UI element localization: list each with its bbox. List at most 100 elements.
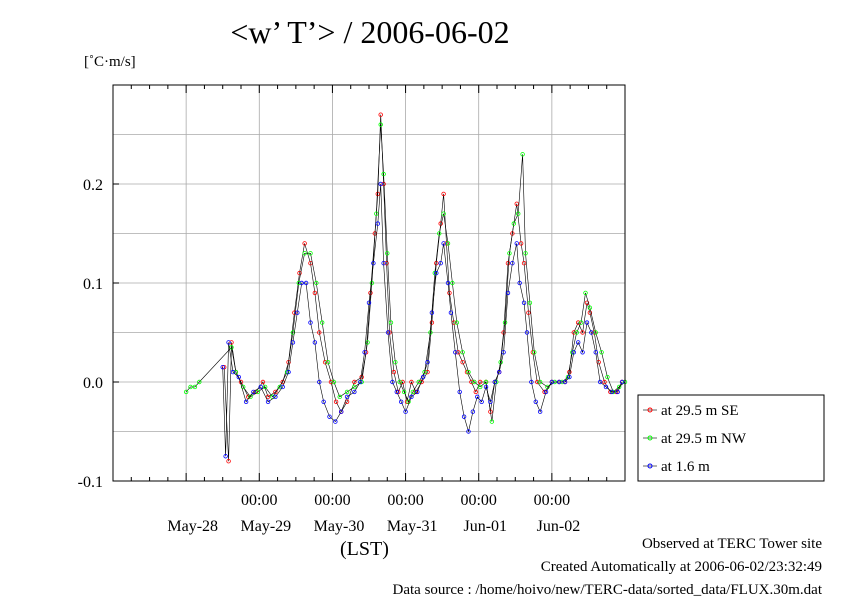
data-point (472, 379, 477, 385)
data-point (286, 369, 291, 375)
data-point (317, 330, 322, 335)
chart-title: <w’ T’> / 2006-06-02 (230, 14, 510, 50)
data-point (366, 300, 372, 305)
data-point (381, 181, 386, 187)
x-date-label: May-28 (167, 518, 218, 535)
data-point (273, 389, 278, 395)
legend-marker (647, 407, 653, 413)
data-point (322, 360, 328, 365)
data-point (391, 369, 397, 375)
data-point (295, 310, 300, 315)
data-point (183, 389, 189, 395)
data-point (602, 379, 607, 385)
data-point (422, 369, 427, 375)
data-point (537, 379, 543, 385)
data-point (523, 251, 528, 256)
data-point (401, 389, 407, 395)
data-point (387, 330, 392, 335)
data-point (477, 379, 483, 385)
data-point (290, 340, 296, 345)
data-point (416, 379, 421, 385)
data-point (394, 389, 399, 395)
data-point (505, 290, 511, 296)
data-point (516, 211, 521, 216)
data-point (521, 300, 527, 305)
data-point (265, 394, 271, 400)
y-axis-unit: [˚C·m/s] (84, 54, 136, 70)
data-point (369, 280, 375, 286)
data-point (328, 379, 334, 385)
data-point (273, 394, 278, 400)
data-point (456, 350, 461, 355)
data-point (496, 369, 502, 375)
data-point (505, 261, 511, 266)
data-point (592, 330, 597, 335)
data-point (344, 389, 350, 395)
data-point (226, 340, 231, 345)
data-point (460, 360, 465, 365)
data-point (284, 369, 290, 375)
data-point (510, 261, 515, 266)
data-point (469, 379, 474, 385)
data-point (321, 399, 326, 404)
data-point (501, 350, 506, 355)
data-point (393, 360, 398, 365)
data-point (488, 399, 493, 404)
data-point (575, 340, 581, 345)
data-point (230, 369, 236, 375)
data-point (378, 112, 383, 117)
data-point (530, 350, 536, 355)
data-point (532, 350, 537, 355)
data-point (507, 251, 512, 256)
grid-lines (113, 85, 625, 481)
data-point (296, 280, 301, 286)
data-point (344, 394, 350, 400)
data-point (535, 379, 540, 385)
data-point (599, 350, 604, 355)
data-point (580, 350, 585, 355)
data-point (429, 310, 435, 315)
data-point (319, 320, 325, 325)
data-point (375, 191, 380, 197)
data-point (445, 241, 451, 246)
data-point (331, 379, 337, 385)
data-point (223, 454, 228, 459)
x-date-label: May-31 (387, 518, 438, 535)
data-point (240, 384, 246, 390)
data-point (381, 261, 386, 266)
data-point (229, 340, 234, 345)
data-point (470, 409, 476, 414)
data-point (567, 369, 572, 375)
data-point (477, 384, 483, 390)
data-point (352, 389, 357, 395)
data-point (466, 369, 471, 375)
data-point (308, 251, 313, 256)
x-date-label: Jun-01 (464, 518, 508, 535)
data-point (511, 221, 517, 226)
y-tick-label: 0.2 (83, 177, 103, 194)
data-point (521, 261, 527, 266)
series-2 (220, 181, 625, 459)
x-time-label: 00:00 (314, 492, 350, 509)
data-point (303, 280, 309, 286)
data-point (333, 419, 338, 424)
data-point (243, 399, 249, 404)
data-point (520, 152, 525, 157)
data-point (375, 221, 380, 226)
y-tick-label: 0.0 (83, 375, 103, 392)
data-point (299, 280, 304, 286)
data-point (229, 345, 234, 350)
data-point (514, 201, 519, 206)
data-point (562, 379, 568, 385)
data-point (409, 379, 414, 385)
data-point (574, 330, 579, 335)
data-point (450, 280, 455, 286)
data-point (473, 389, 478, 395)
data-point (388, 320, 394, 325)
data-point (597, 379, 603, 385)
data-point (571, 330, 576, 335)
data-point (441, 211, 446, 216)
data-point (258, 384, 263, 390)
data-point (475, 394, 480, 400)
data-point (292, 310, 297, 315)
